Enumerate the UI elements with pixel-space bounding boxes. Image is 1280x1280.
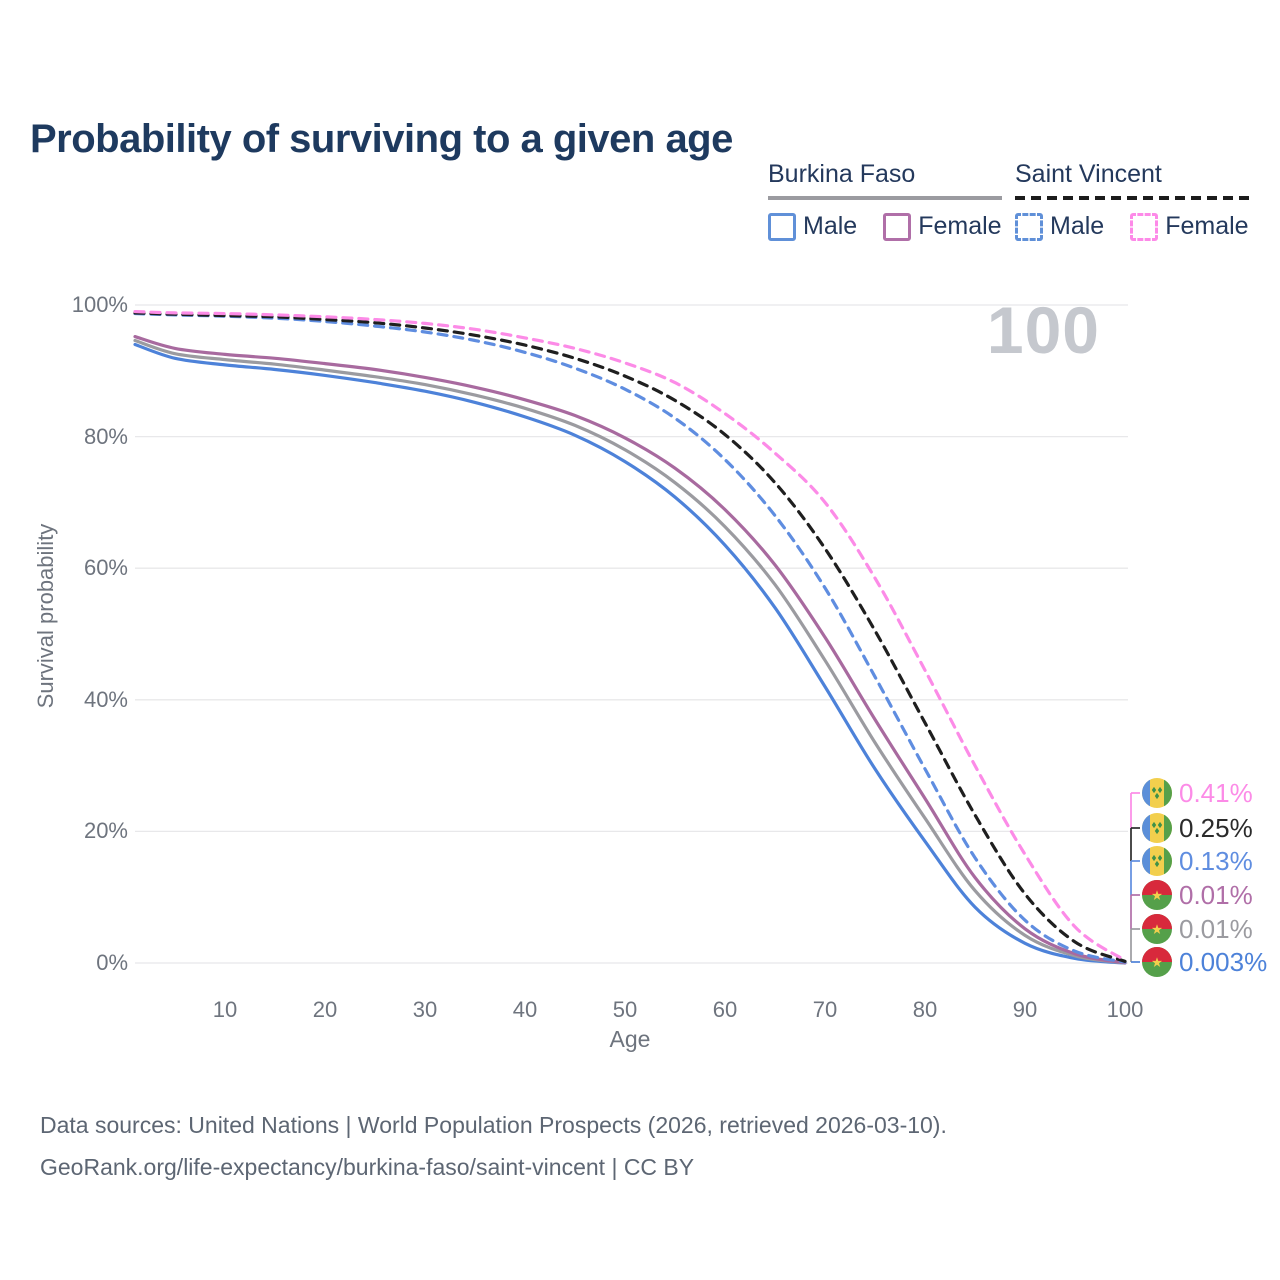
- data-source-note: Data sources: United Nations | World Pop…: [40, 1104, 947, 1188]
- page-title: Probability of surviving to a given age: [30, 116, 733, 161]
- legend-item-burkina-faso-female[interactable]: Female: [883, 212, 1002, 241]
- x-tick-label: 10: [212, 997, 238, 1022]
- end-label-value: 0.01%: [1179, 913, 1253, 944]
- saint-vincent-flag-icon: [1142, 778, 1172, 808]
- legend-swatch-burkina-faso-female: [883, 212, 912, 241]
- y-tick-label: 60%: [83, 555, 128, 581]
- saint-vincent-flag-icon: [1142, 846, 1172, 876]
- series-line-saint-vincent[interactable]: [133, 311, 1127, 963]
- legend-item-label: Male: [1050, 212, 1105, 240]
- series-line-saint-vincent-female[interactable]: [133, 309, 1127, 962]
- legend-group-burkina-faso: Burkina Faso Male Female: [768, 160, 1002, 241]
- end-label-saint-vincent-male: 0.13%: [1142, 845, 1253, 877]
- end-label-burkina-faso: 0.01%: [1142, 913, 1253, 945]
- y-tick-label: 40%: [83, 686, 128, 712]
- legend-item-label: Male: [803, 212, 858, 240]
- burkina-faso-flag-icon: [1142, 947, 1172, 977]
- x-tick-label: 70: [812, 997, 838, 1022]
- burkina-faso-flag-icon: [1142, 880, 1172, 910]
- legend-title-burkina-faso: Burkina Faso: [768, 160, 916, 188]
- end-label-value: 0.003%: [1179, 946, 1268, 977]
- end-label-burkina-faso-female: 0.01%: [1142, 879, 1253, 911]
- series-line-burkina-faso-female[interactable]: [133, 334, 1127, 965]
- series-line-burkina-faso[interactable]: [133, 338, 1127, 965]
- end-label-value: 0.01%: [1179, 879, 1253, 910]
- x-tick-label: 20: [312, 997, 338, 1022]
- end-label-burkina-faso-male: 0.003%: [1142, 946, 1267, 978]
- x-tick-label: 50: [612, 997, 638, 1022]
- legend-item-saint-vincent-female[interactable]: Female: [1130, 212, 1249, 241]
- legend-item-burkina-faso-male[interactable]: Male: [768, 212, 857, 241]
- x-tick-label: 30: [412, 997, 438, 1022]
- y-tick-label: 100%: [71, 292, 128, 317]
- legend-item-label: Female: [918, 212, 1002, 240]
- legend-line-sample-burkina-faso: [768, 196, 1002, 200]
- y-tick-label: 80%: [83, 423, 128, 449]
- legend-swatch-burkina-faso-male: [768, 212, 796, 241]
- legend-item-label: Female: [1165, 212, 1249, 240]
- series-line-saint-vincent-male[interactable]: [133, 311, 1127, 964]
- legend-group-saint-vincent: Saint Vincent Male Female: [1015, 160, 1249, 241]
- end-label-saint-vincent-female: 0.41%: [1142, 777, 1253, 809]
- y-tick-label: 0%: [96, 950, 128, 975]
- end-label-saint-vincent: 0.25%: [1142, 812, 1253, 844]
- age-frame-watermark: 100: [986, 293, 1100, 367]
- x-tick-label: 40: [512, 997, 538, 1022]
- burkina-faso-flag-icon: [1142, 914, 1172, 944]
- data-source-line1: Data sources: United Nations | World Pop…: [40, 1112, 947, 1138]
- end-label-value: 0.13%: [1179, 845, 1253, 876]
- x-tick-label: 80: [912, 997, 938, 1022]
- end-label-value: 0.25%: [1179, 812, 1253, 843]
- x-tick-label: 100: [1106, 997, 1144, 1022]
- saint-vincent-flag-icon: [1142, 813, 1172, 843]
- legend-item-saint-vincent-male[interactable]: Male: [1015, 212, 1104, 241]
- legend-title-saint-vincent: Saint Vincent: [1015, 160, 1162, 188]
- legend-swatch-saint-vincent-male: [1015, 212, 1043, 241]
- end-label-value: 0.41%: [1179, 777, 1253, 808]
- series-line-burkina-faso-male[interactable]: [133, 342, 1127, 965]
- y-tick-label: 20%: [83, 818, 128, 844]
- legend-line-sample-saint-vincent: [1015, 196, 1249, 200]
- x-axis-label: Age: [609, 1026, 651, 1052]
- x-tick-label: 90: [1012, 997, 1038, 1022]
- x-tick-label: 60: [712, 997, 738, 1022]
- data-source-line2: GeoRank.org/life-expectancy/burkina-faso…: [40, 1154, 695, 1180]
- legend-swatch-saint-vincent-female: [1130, 212, 1159, 241]
